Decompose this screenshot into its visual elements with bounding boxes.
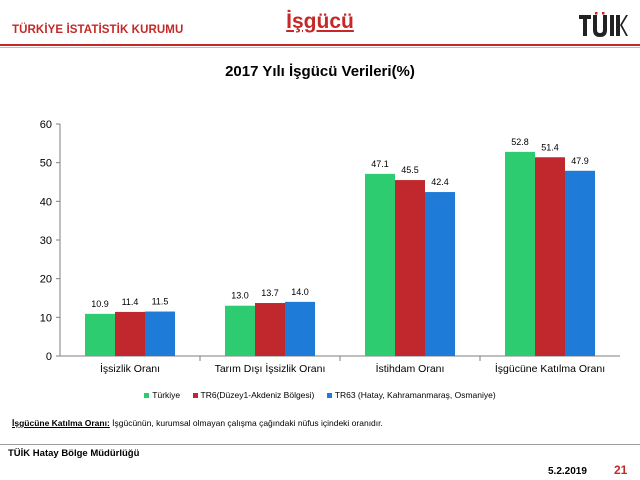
chart-legend: Türkiye TR6(Düzey1-Akdeniz Bölgesi) TR63… [0,390,640,400]
header-divider [0,44,640,46]
bar-1-4 [505,151,535,356]
footnote-text: İşgücünün, kurumsal olmayan çalışma çağı… [109,418,383,428]
footer-date: 5.2.2019 [548,466,587,477]
tuik-logo [579,12,628,37]
data-label: 13.0 [231,291,249,301]
data-label: 47.9 [571,156,589,166]
bar-1-2 [225,305,255,356]
header-bar: TÜRKİYE İSTATİSTİK KURUMU İşgücü [0,0,640,44]
section-title: İşgücü [286,10,354,33]
legend-swatch-tr6 [192,393,198,399]
bar-3-4 [565,170,595,356]
x-tick-label: İstihdam Oranı [376,362,445,375]
bar-3-3 [425,192,455,356]
page-number: 21 [614,463,628,477]
y-tick-label: 50 [40,158,52,170]
footer-office: TÜİK Hatay Bölge Müdürlüğü [8,448,140,459]
y-tick-label: 0 [46,351,52,363]
footer-divider [0,444,640,445]
data-label: 51.4 [541,142,559,152]
y-tick-label: 10 [40,312,52,324]
bar-2-1 [115,311,145,356]
legend-label-tr6: TR6(Düzey1-Akdeniz Bölgesi) [200,390,315,400]
y-tick-label: 20 [40,274,52,286]
footnote-term: İşgücüne Katılma Oranı: [12,418,110,428]
legend-label-turkiye: Türkiye [152,390,181,400]
legend-item-tr6: TR6(Düzey1-Akdeniz Bölgesi) [192,390,315,400]
x-tick-label: İşsizlik Oranı [100,362,160,375]
data-label: 11.5 [152,297,169,307]
x-tick-label: İşgücüne Katılma Oranı [495,362,605,375]
data-label: 52.8 [511,137,529,147]
bar-1-1 [85,313,115,356]
x-tick-label: Tarım Dışı İşsizlik Oranı [215,362,326,375]
bar-2-2 [255,303,285,356]
bar-1-3 [365,173,395,356]
bar-3-2 [285,301,315,356]
organization-name: TÜRKİYE İSTATİSTİK KURUMU [12,24,184,36]
data-label: 45.5 [401,165,419,175]
bar-2-4 [535,157,565,356]
legend-item-tr63: TR63 (Hatay, Kahramanmaraş, Osmaniye) [326,390,496,400]
header-divider-secondary [0,47,640,48]
data-label: 42.4 [431,177,449,187]
y-tick-label: 40 [40,196,52,208]
legend-swatch-tr63 [326,393,332,399]
data-label: 14.0 [291,287,309,297]
legend-item-turkiye: Türkiye [144,390,180,400]
data-label: 11.4 [122,297,139,307]
definition-footnote: İşgücüne Katılma Oranı: İşgücünün, kurum… [12,418,383,428]
data-label: 10.9 [91,299,109,309]
y-tick-label: 60 [40,119,52,131]
bar-2-3 [395,180,425,356]
legend-label-tr63: TR63 (Hatay, Kahramanmaraş, Osmaniye) [334,390,496,400]
legend-swatch-turkiye [144,393,150,399]
data-label: 47.1 [371,159,389,169]
chart-title: 2017 Yılı İşgücü Verileri(%) [225,63,415,80]
y-tick-label: 30 [40,235,52,247]
bar-3-1 [145,311,175,356]
data-label: 13.7 [261,288,279,298]
